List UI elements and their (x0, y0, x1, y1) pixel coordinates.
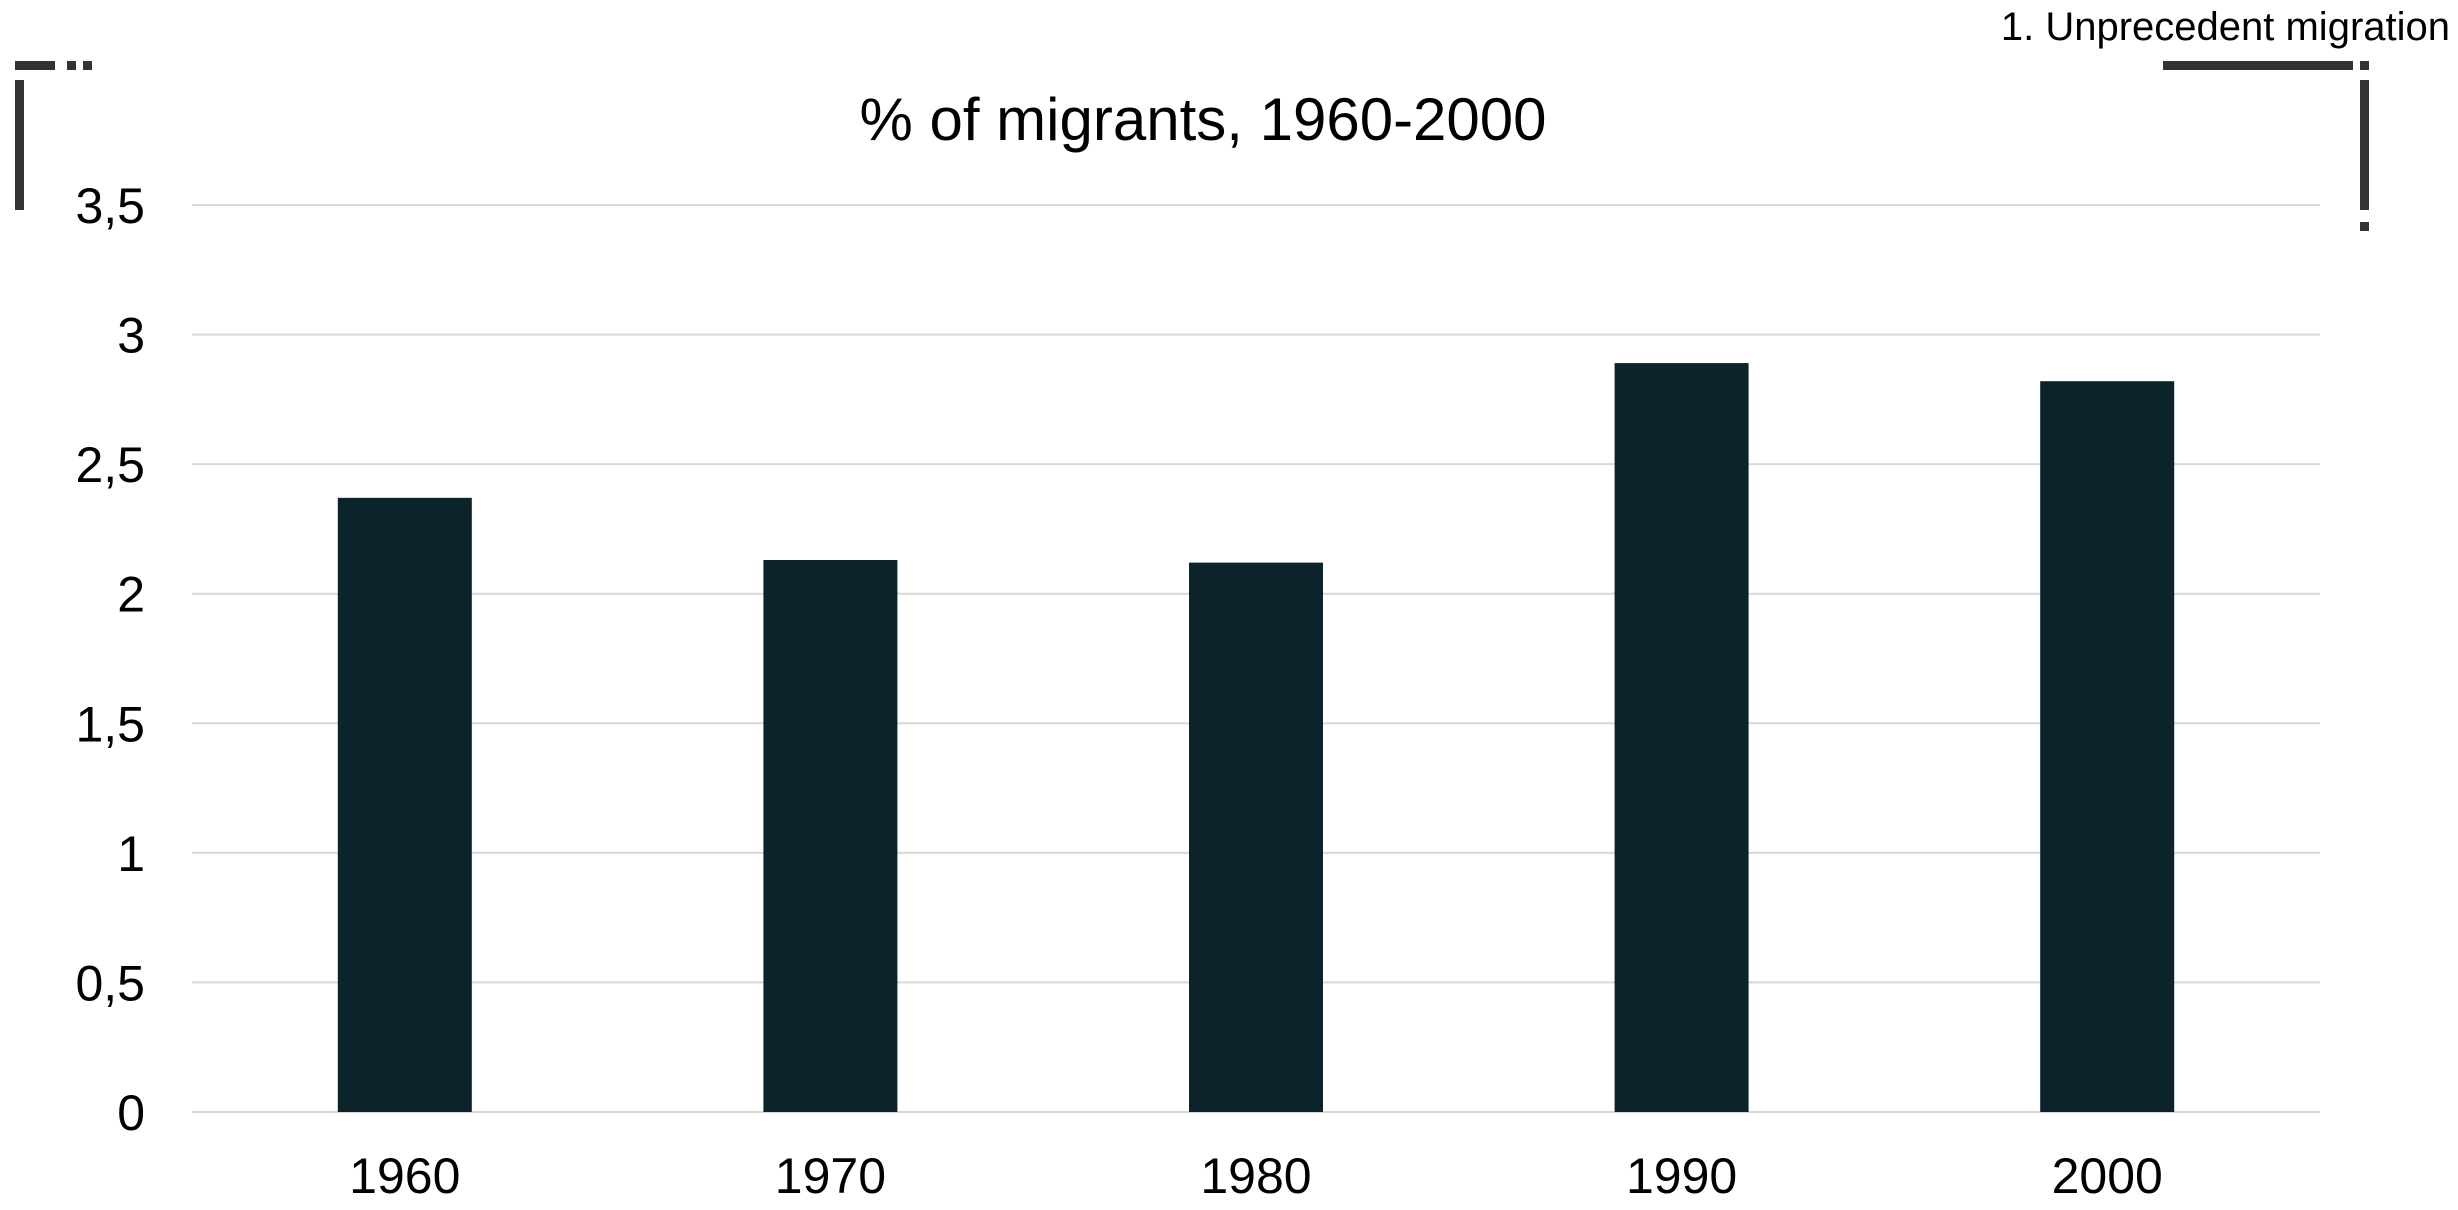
bracket-segment (67, 61, 76, 70)
y-tick-label: 2 (117, 567, 145, 623)
x-axis-category-labels: 1960 1970 1980 1990 2000 (349, 1148, 2163, 1204)
x-tick-label: 1980 (1200, 1148, 1311, 1204)
bracket-segment (2360, 61, 2369, 70)
y-tick-label: 1 (117, 826, 145, 882)
bracket-segment (15, 61, 55, 70)
bracket-segment (83, 61, 92, 70)
bar-1970 (763, 560, 898, 1112)
chart-title: % of migrants, 1960-2000 (859, 86, 1546, 153)
y-axis-tick-labels: 0 0,5 1 1,5 2 2,5 3 3,5 (75, 178, 145, 1141)
bracket-segment (2360, 222, 2369, 231)
section-label: 1. Unprecedent migration (2001, 5, 2450, 49)
bar-2000 (2040, 381, 2175, 1112)
y-tick-label: 0 (117, 1085, 145, 1141)
x-tick-label: 1960 (349, 1148, 460, 1204)
y-tick-label: 2,5 (75, 437, 145, 493)
x-tick-label: 1970 (775, 1148, 886, 1204)
corner-bracket-top-left (15, 61, 92, 210)
bar-series (337, 363, 2175, 1112)
bracket-segment (2163, 61, 2353, 70)
bracket-segment (15, 80, 24, 210)
x-tick-label: 2000 (2052, 1148, 2163, 1204)
bar-1960 (337, 497, 472, 1112)
y-tick-label: 0,5 (75, 955, 145, 1011)
bracket-segment (2360, 80, 2369, 210)
y-tick-label: 3,5 (75, 178, 145, 234)
y-tick-label: 3 (117, 308, 145, 364)
bar-1990 (1614, 363, 1749, 1112)
x-tick-label: 1990 (1626, 1148, 1737, 1204)
y-tick-label: 1,5 (75, 696, 145, 752)
bar-1980 (1189, 562, 1323, 1112)
corner-bracket-top-right (2163, 61, 2369, 231)
